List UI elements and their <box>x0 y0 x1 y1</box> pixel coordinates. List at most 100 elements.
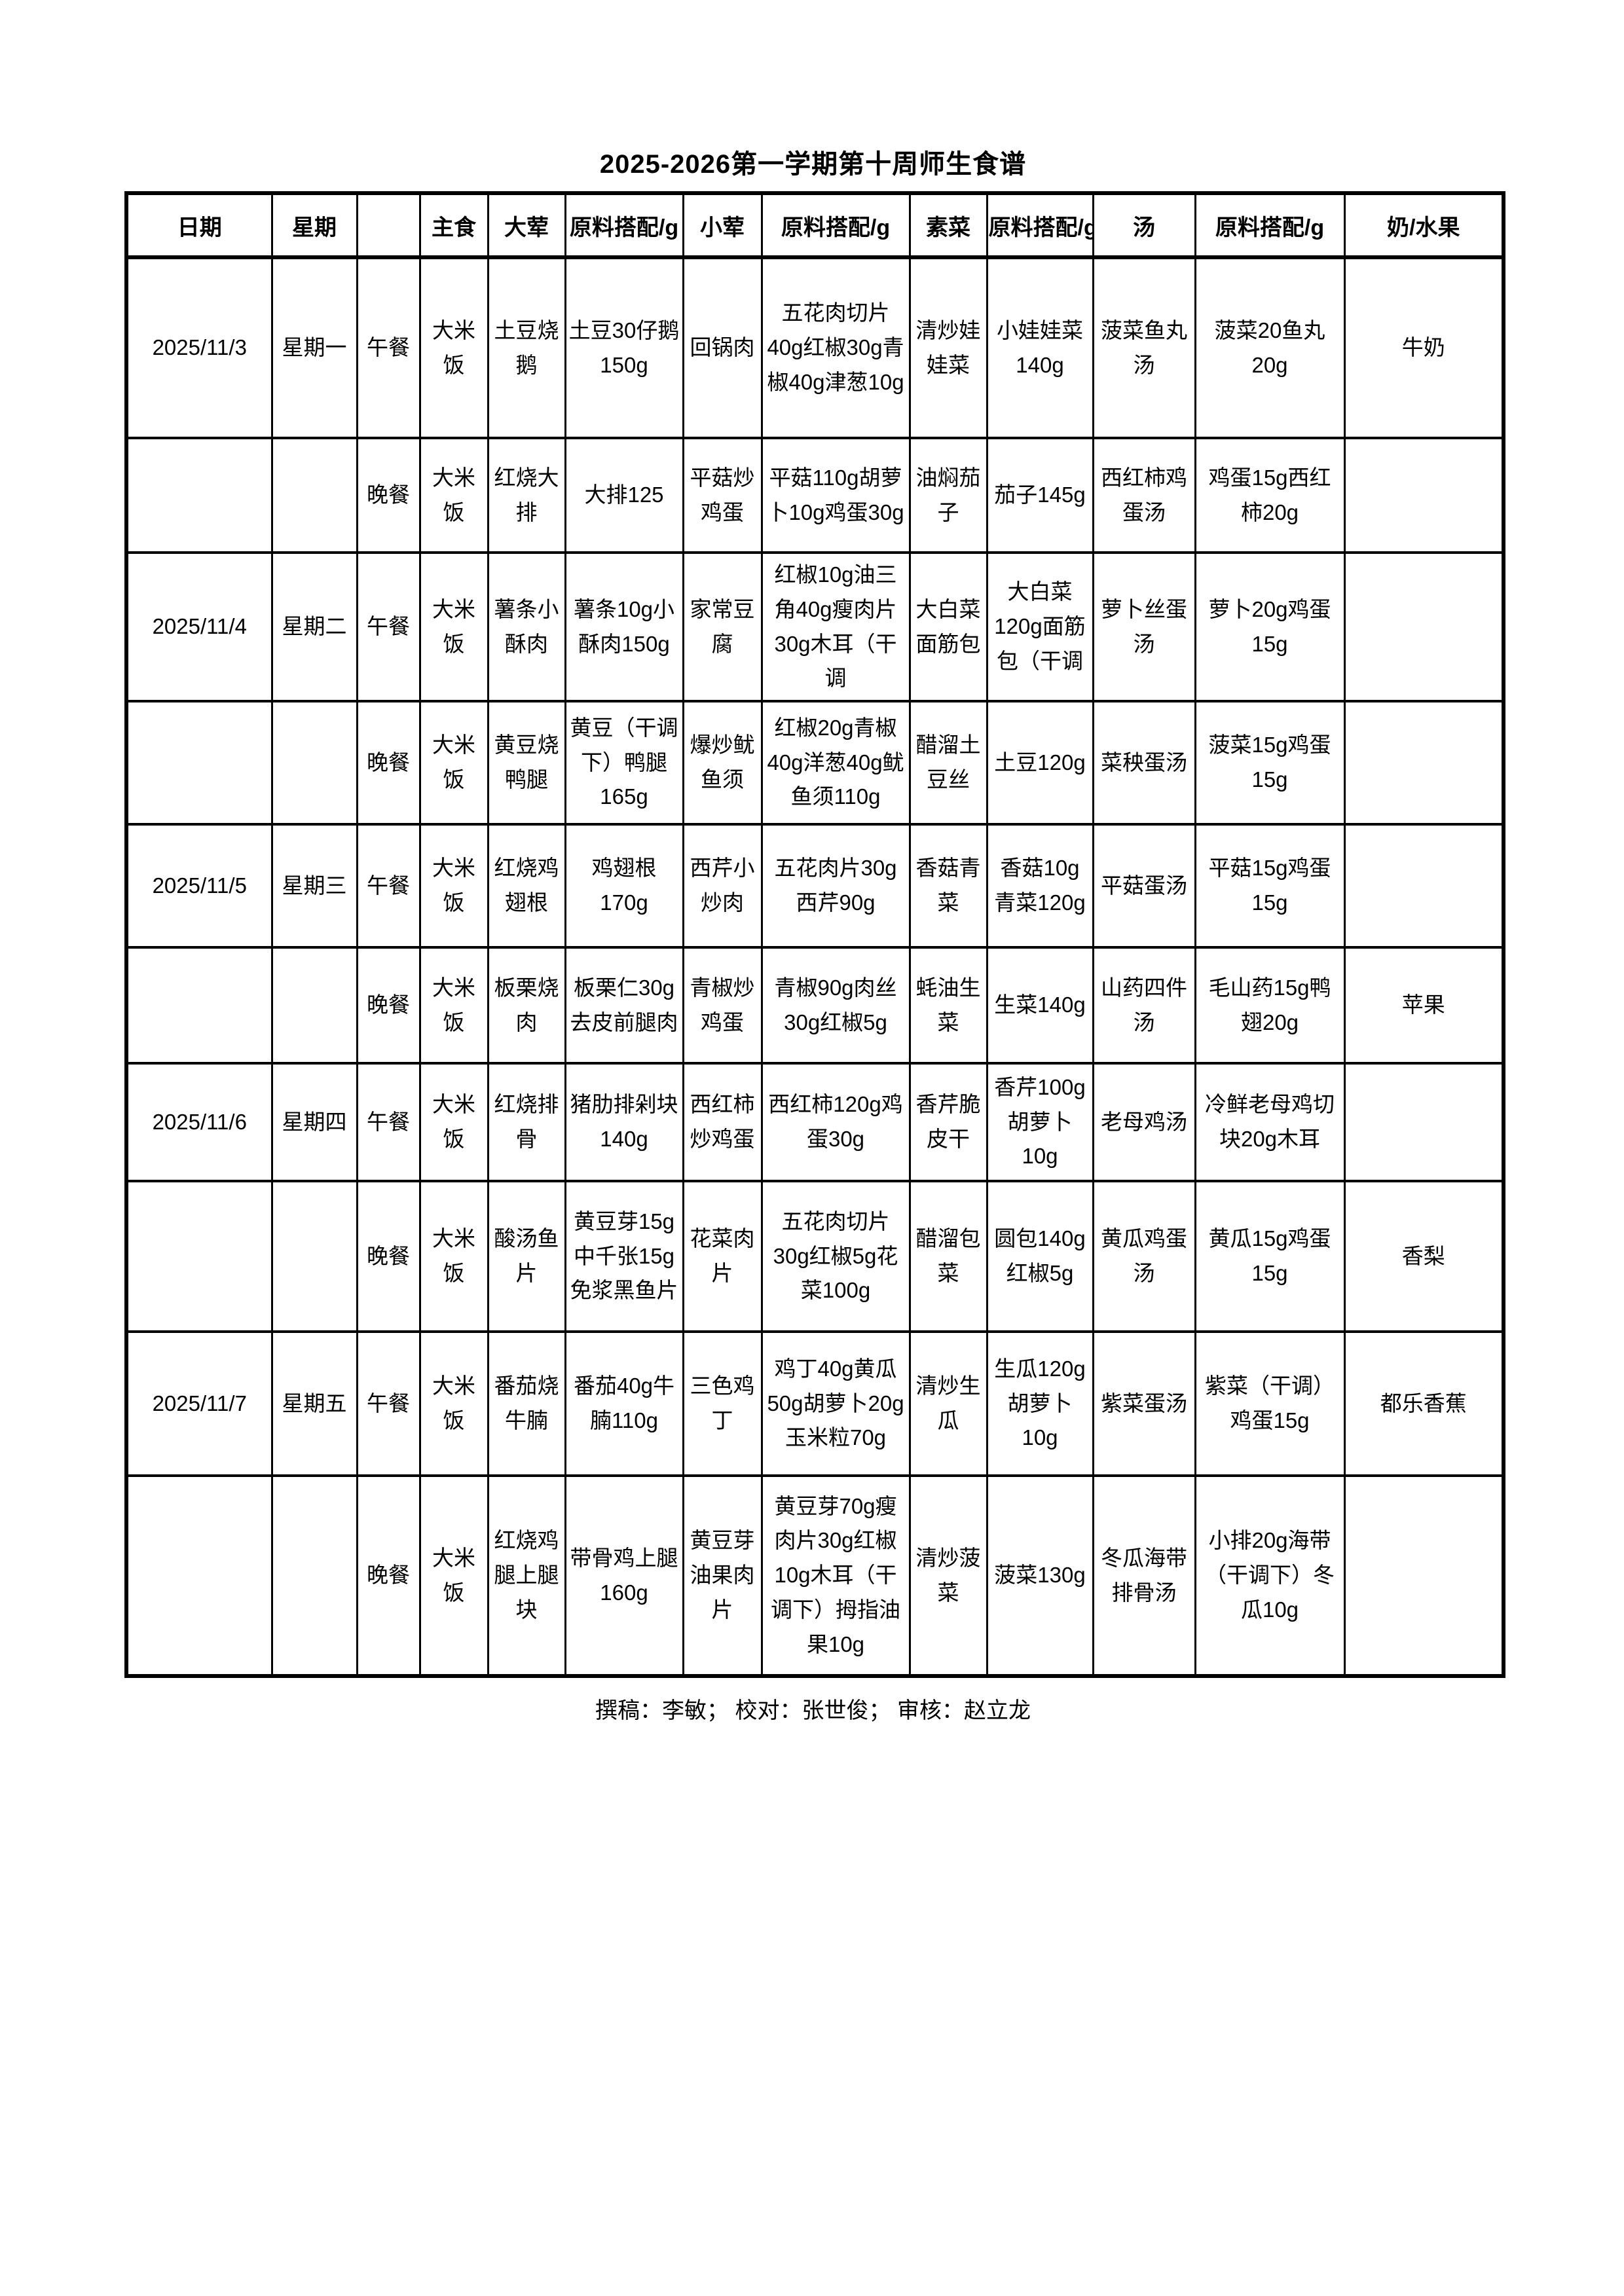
small-ingredients-cell: 青椒90g肉丝30g红椒5g <box>760 946 911 1065</box>
weekday-value: 星期三 <box>282 873 347 898</box>
milk-fruit-value: 苹果 <box>1401 993 1445 1017</box>
soup-cell: 菜秧蛋汤 <box>1092 700 1196 826</box>
date-value: 2025/11/3 <box>152 335 247 360</box>
soup-ingredients-cell: 鸡蛋15g西红柿20g <box>1194 437 1346 554</box>
veg-ingredients-value: 小娃娃菜140g <box>997 318 1083 377</box>
main-dish-value: 黄豆烧鸭腿 <box>494 733 559 792</box>
date-value: 2025/11/4 <box>152 614 247 639</box>
main-ingredients-cell: 板栗仁30g去皮前腿肉 <box>564 946 684 1065</box>
meal-type-value: 午餐 <box>367 335 410 360</box>
milk-fruit-cell <box>1343 700 1505 826</box>
staple-value: 大米饭 <box>432 975 475 1034</box>
meal-type-cell: 晚餐 <box>356 437 421 554</box>
main-dish-cell: 黄豆烧鸭腿 <box>487 700 566 826</box>
date-value <box>128 1184 270 1330</box>
main-ingredients-value: 板栗仁30g去皮前腿肉 <box>570 975 678 1034</box>
column-header-vegetable-label: 素菜 <box>926 215 970 240</box>
small-dish-cell: 青椒炒鸡蛋 <box>682 946 763 1065</box>
column-header-main-ingredients-label: 原料搭配/g <box>569 215 679 240</box>
veg-ingredients-value: 土豆120g <box>994 750 1086 774</box>
soup-cell: 老母鸡汤 <box>1092 1062 1196 1182</box>
soup-cell: 西红柿鸡蛋汤 <box>1092 437 1196 554</box>
weekday-cell: 星期四 <box>270 1062 358 1182</box>
staple-value: 大米饭 <box>432 856 475 915</box>
menu-row: 晚餐 大米饭 板栗烧肉 板栗仁30g去皮前腿肉 青椒炒鸡蛋 青椒90g肉丝30g… <box>125 946 1505 1065</box>
weekday-cell: 星期二 <box>270 551 358 702</box>
soup-ingredients-value: 菠菜20鱼丸20g <box>1214 318 1325 377</box>
vegetable-cell: 香芹脆皮干 <box>908 1062 988 1182</box>
menu-row: 2025/11/4 星期二 午餐 大米饭 薯条小酥肉 薯条10g小酥肉150g … <box>125 551 1505 702</box>
meal-type-cell: 晚餐 <box>356 1180 421 1333</box>
main-ingredients-value: 土豆30仔鹅150g <box>568 318 680 377</box>
veg-ingredients-value: 生瓜120g胡萝卜10g <box>994 1356 1086 1450</box>
milk-fruit-cell: 都乐香蕉 <box>1343 1330 1505 1477</box>
veg-ingredients-cell: 生瓜120g胡萝卜10g <box>986 1330 1094 1477</box>
date-value <box>128 950 270 1061</box>
staple-cell: 大米饭 <box>418 1180 489 1333</box>
main-ingredients-cell: 带骨鸡上腿160g <box>564 1474 684 1677</box>
small-dish-value: 三色鸡丁 <box>690 1374 755 1432</box>
menu-row: 2025/11/3 星期一 午餐 大米饭 土豆烧鹅 土豆30仔鹅150g 回锅肉… <box>125 256 1505 439</box>
soup-cell: 平菇蛋汤 <box>1092 823 1196 949</box>
soup-cell: 萝卜丝蛋汤 <box>1092 551 1196 702</box>
staple-value: 大米饭 <box>432 1092 475 1151</box>
soup-ingredients-cell: 冷鲜老母鸡切块20g木耳 <box>1194 1062 1346 1182</box>
menu-row: 2025/11/7 星期五 午餐 大米饭 番茄烧牛腩 番茄40g牛腩110g 三… <box>125 1330 1505 1477</box>
weekday-cell <box>270 437 358 554</box>
veg-ingredients-value: 香芹100g胡萝卜10g <box>994 1074 1086 1169</box>
soup-value: 西红柿鸡蛋汤 <box>1101 465 1187 524</box>
main-dish-cell: 红烧大排 <box>487 437 566 554</box>
milk-fruit-value <box>1346 704 1502 822</box>
column-header-small-dish: 小荤 <box>682 192 763 259</box>
date-cell <box>125 700 273 826</box>
small-ingredients-value: 黄豆芽70g瘦肉片30g红椒10g木耳（干调下）拇指油果10g <box>771 1493 900 1656</box>
column-header-week-label: 星期 <box>292 215 337 240</box>
meal-type-cell: 晚餐 <box>356 700 421 826</box>
small-ingredients-value: 五花肉切片30g红椒5g花菜100g <box>773 1209 898 1303</box>
date-value: 2025/11/7 <box>152 1391 247 1415</box>
column-header-soup: 汤 <box>1092 192 1196 259</box>
milk-fruit-value <box>1346 441 1502 551</box>
date-cell: 2025/11/5 <box>125 823 273 949</box>
meal-type-value: 晚餐 <box>367 1563 410 1588</box>
veg-ingredients-cell: 土豆120g <box>986 700 1094 826</box>
main-dish-value: 酸汤鱼片 <box>494 1226 559 1285</box>
vegetable-value: 清炒生瓜 <box>915 1374 981 1432</box>
vegetable-value: 大白菜面筋包 <box>915 596 981 656</box>
main-ingredients-value: 猪肋排剁块140g <box>570 1092 678 1151</box>
weekday-value <box>274 704 355 822</box>
column-header-veg-ingredients: 原料搭配/g <box>986 192 1094 259</box>
soup-ingredients-value: 平菇15g鸡蛋15g <box>1208 856 1331 915</box>
soup-ingredients-value: 紫菜（干调）鸡蛋15g <box>1205 1374 1335 1432</box>
main-dish-value: 红烧鸡翅根 <box>494 856 559 915</box>
date-cell <box>125 1180 273 1333</box>
main-dish-cell: 酸汤鱼片 <box>487 1180 566 1333</box>
small-ingredients-value: 五花肉片30g西芹90g <box>774 856 897 915</box>
main-dish-cell: 板栗烧肉 <box>487 946 566 1065</box>
date-value <box>128 704 270 822</box>
weekday-cell <box>270 700 358 826</box>
column-header-small-dish-label: 小荤 <box>700 215 745 240</box>
main-dish-value: 番茄烧牛腩 <box>494 1374 559 1432</box>
small-dish-value: 花菜肉片 <box>690 1226 755 1285</box>
milk-fruit-cell <box>1343 1062 1505 1182</box>
date-cell: 2025/11/3 <box>125 256 273 439</box>
small-ingredients-value: 西红柿120g鸡蛋30g <box>768 1092 903 1151</box>
soup-ingredients-value: 萝卜20g鸡蛋15g <box>1208 596 1331 656</box>
staple-cell: 大米饭 <box>418 437 489 554</box>
small-dish-cell: 平菇炒鸡蛋 <box>682 437 763 554</box>
main-ingredients-value: 番茄40g牛腩110g <box>573 1374 675 1432</box>
meal-type-value: 午餐 <box>367 614 410 639</box>
small-ingredients-cell: 鸡丁40g黄瓜50g胡萝卜20g玉米粒70g <box>760 1330 911 1477</box>
veg-ingredients-value: 菠菜130g <box>994 1563 1086 1588</box>
small-dish-value: 爆炒鱿鱼须 <box>690 733 755 792</box>
weekday-cell <box>270 1180 358 1333</box>
vegetable-cell: 清炒娃娃菜 <box>908 256 988 439</box>
vegetable-value: 醋溜土豆丝 <box>915 733 981 792</box>
column-header-main-ingredients: 原料搭配/g <box>564 192 684 259</box>
small-dish-cell: 三色鸡丁 <box>682 1330 763 1477</box>
soup-ingredients-cell: 菠菜20鱼丸20g <box>1194 256 1346 439</box>
date-cell: 2025/11/4 <box>125 551 273 702</box>
small-dish-cell: 回锅肉 <box>682 256 763 439</box>
